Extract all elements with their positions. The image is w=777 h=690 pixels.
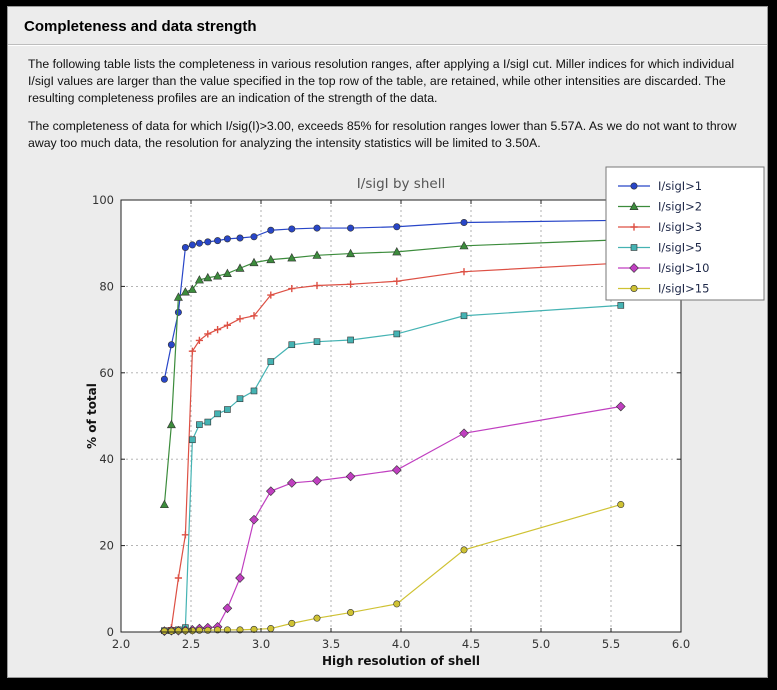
- intro-paragraph: The following table lists the completene…: [28, 57, 735, 105]
- legend-label-2: I/sigI>3: [658, 220, 702, 234]
- svg-text:60: 60: [99, 366, 114, 380]
- legend-label-1: I/sigI>2: [658, 199, 702, 213]
- legend-label-5: I/sigI>15: [658, 281, 709, 295]
- svg-text:6.0: 6.0: [672, 637, 690, 651]
- legend-label-3: I/sigI>5: [658, 240, 702, 254]
- svg-text:100: 100: [92, 193, 114, 207]
- legend-label-4: I/sigI>10: [658, 261, 709, 275]
- completeness-chart: 2.0 2.5 3.0 3.5 4.0 4.5 5.0 5.5 6.0 0 20 40 60 80 100 I…: [8, 162, 767, 667]
- svg-text:80: 80: [99, 279, 114, 293]
- svg-text:5.0: 5.0: [532, 637, 550, 651]
- svg-text:40: 40: [99, 452, 114, 466]
- legend-label-0: I/sigI>1: [658, 179, 702, 193]
- chart-legend: I/sigI>1 I/sigI>2 I/sigI>3 I/sigI>5 I/sigI>1…: [605, 166, 765, 301]
- svg-text:4.0: 4.0: [392, 637, 410, 651]
- svg-text:2.5: 2.5: [182, 637, 200, 651]
- series-5: [160, 500, 625, 635]
- svg-text:2.0: 2.0: [112, 637, 130, 651]
- summary-paragraph: The completeness of data for which I/sig…: [28, 118, 737, 150]
- completeness-chart-svg: 2.0 2.5 3.0 3.5 4.0 4.5 5.0 5.5 6.0 0 20 40 60 80 100 I…: [85, 166, 765, 667]
- x-axis-label: High resolution of shell: [322, 654, 480, 667]
- chart-title: I/sigI by shell: [357, 176, 445, 192]
- svg-text:0: 0: [107, 625, 114, 639]
- report-panel: Completeness and data strength The follo…: [7, 6, 768, 678]
- svg-text:3.0: 3.0: [252, 637, 270, 651]
- svg-text:5.5: 5.5: [602, 637, 620, 651]
- page-header: Completeness and data strength: [8, 7, 767, 45]
- svg-text:20: 20: [99, 538, 114, 552]
- svg-text:4.5: 4.5: [462, 637, 480, 651]
- series-0: [160, 216, 625, 383]
- y-axis-label: % of total: [85, 383, 99, 449]
- axes-ticks: 2.0 2.5 3.0 3.5 4.0 4.5 5.0 5.5 6.0 0 20 40 60 80 100: [92, 193, 690, 651]
- grid-lines: [121, 199, 681, 632]
- page-title: Completeness and data strength: [24, 18, 257, 35]
- svg-text:3.5: 3.5: [322, 637, 340, 651]
